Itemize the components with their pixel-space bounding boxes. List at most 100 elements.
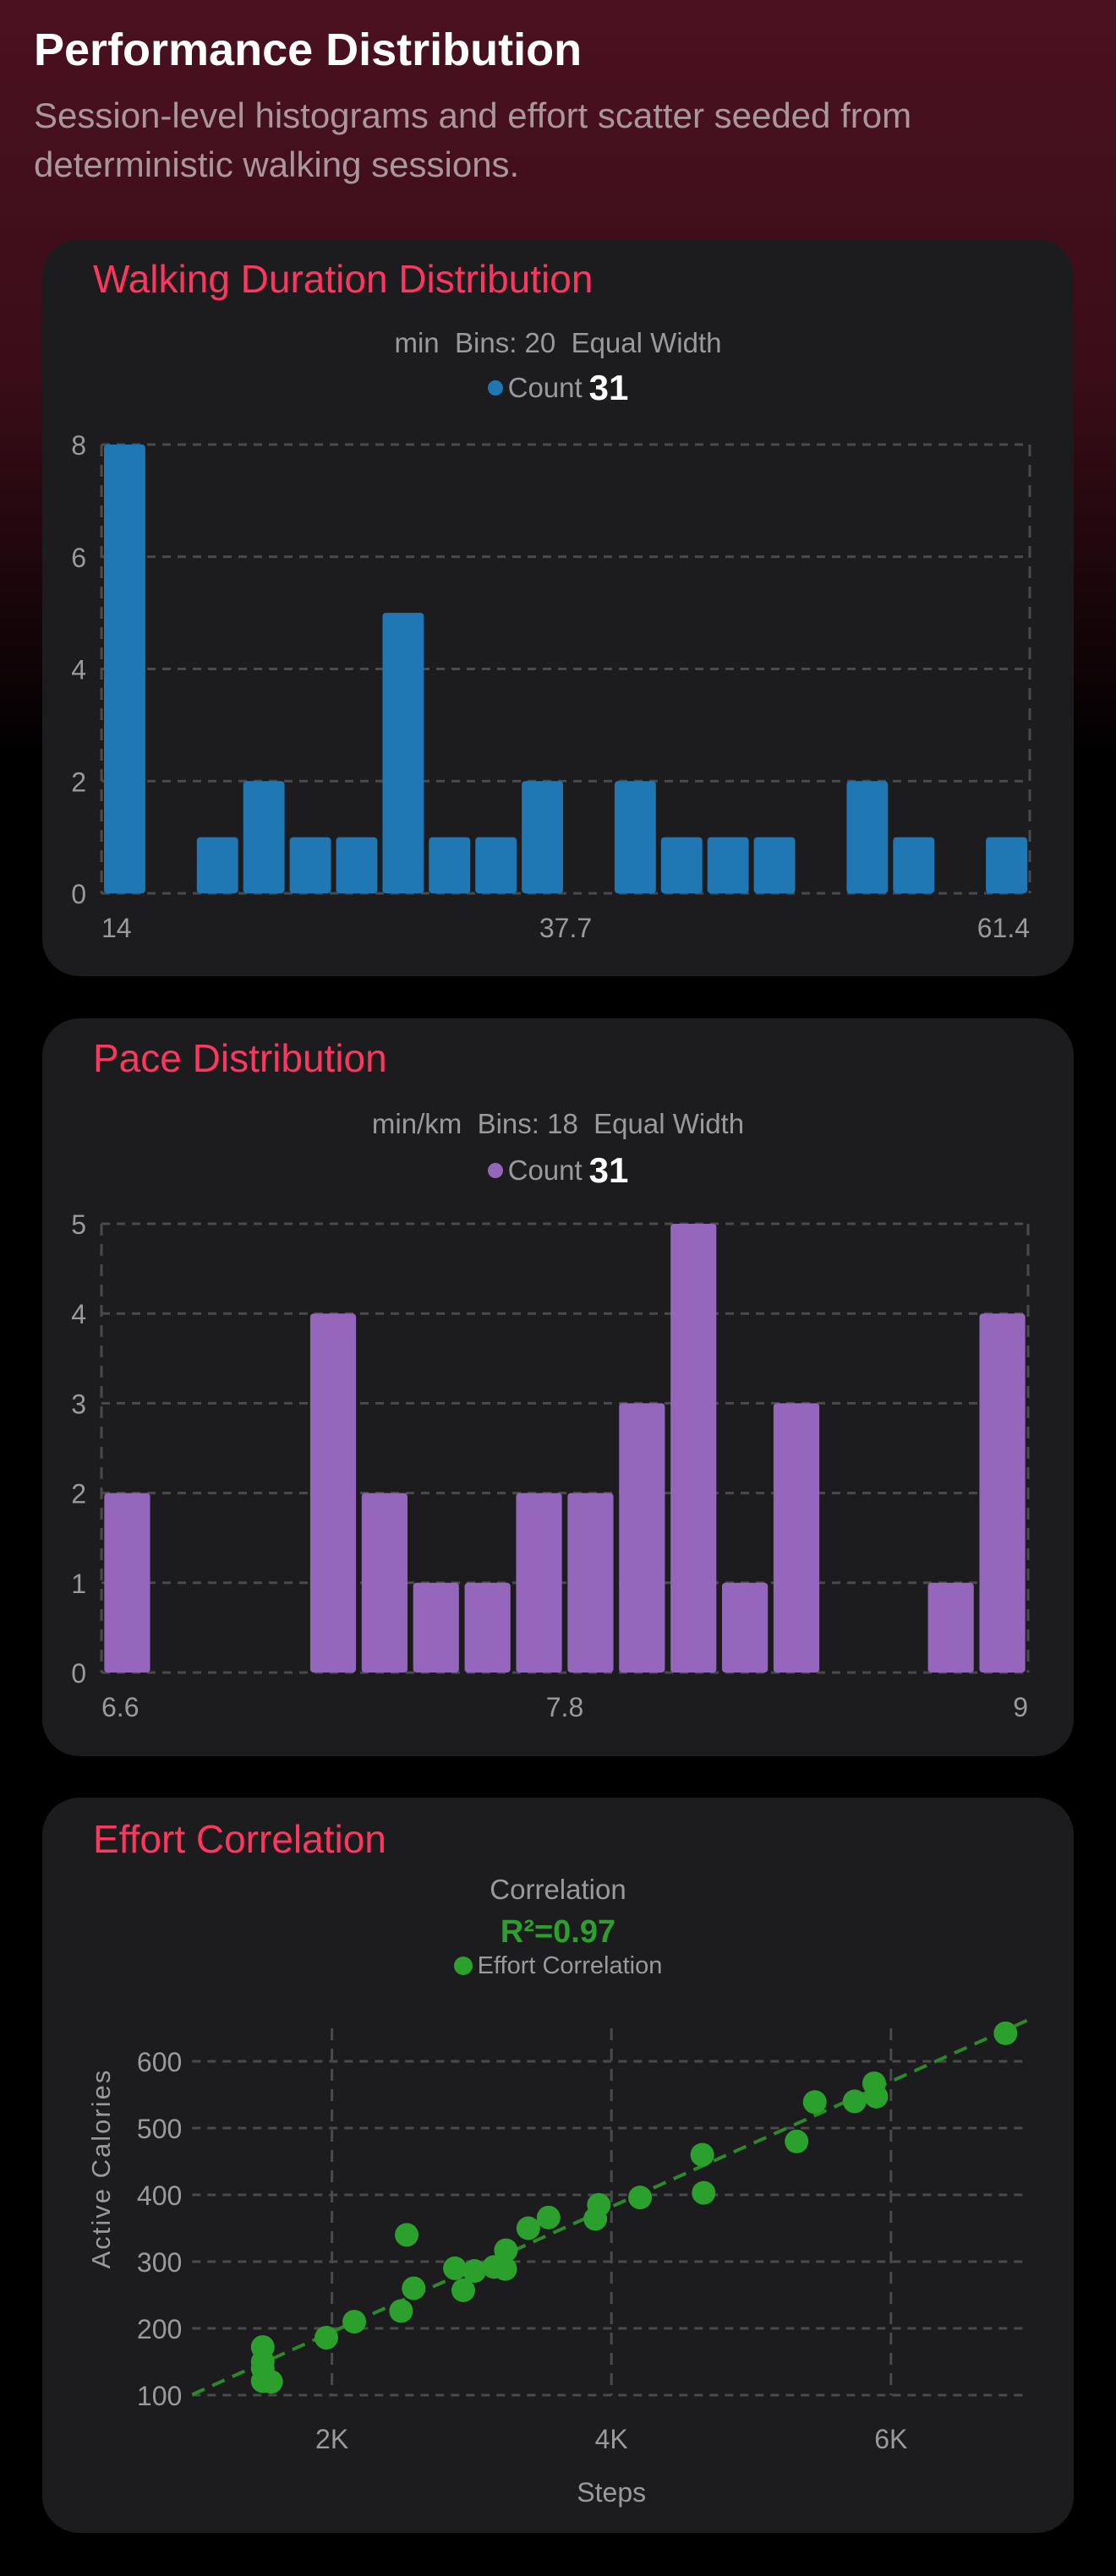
- legend-label: Count: [507, 372, 583, 403]
- histogram-bar: [429, 837, 471, 893]
- y-tick-label: 300: [137, 2247, 182, 2278]
- histogram-bar: [382, 613, 424, 893]
- histogram-bar: [243, 781, 285, 893]
- scatter-point: [314, 2326, 338, 2350]
- x-tick-label: 4K: [595, 2424, 628, 2454]
- x-tick-label: 37.7: [539, 913, 592, 943]
- scatter-point: [462, 2259, 487, 2284]
- histogram-bar: [464, 1582, 511, 1673]
- histogram-bar: [707, 837, 749, 893]
- scatter-point: [536, 2205, 561, 2229]
- legend-count: 31: [588, 368, 629, 407]
- scatter-point: [443, 2256, 468, 2280]
- y-tick-label: 100: [137, 2381, 182, 2411]
- histogram-bar: [309, 1313, 357, 1673]
- scatter-point: [402, 2276, 426, 2300]
- y-tick-label: 6: [71, 543, 86, 573]
- histogram-bar: [619, 1403, 665, 1673]
- legend-dot-icon: [453, 1957, 473, 1976]
- scatter-point: [802, 2090, 827, 2115]
- histogram-bar: [104, 1493, 150, 1673]
- histogram-bar: [722, 1582, 769, 1673]
- legend-dot-icon: [487, 1163, 503, 1178]
- y-tick-label: 4: [71, 655, 86, 685]
- scatter-point: [583, 2207, 608, 2231]
- histogram-bar: [413, 1582, 459, 1673]
- y-tick-label: 2: [71, 1479, 86, 1509]
- histogram-bar: [753, 837, 796, 893]
- legend-label: Count: [507, 1154, 583, 1186]
- scatter-point: [494, 2238, 518, 2262]
- histogram-bar: [893, 837, 935, 893]
- y-tick-label: 200: [137, 2314, 182, 2344]
- legend: Count 31: [42, 368, 1074, 408]
- y-tick-label: 600: [137, 2047, 182, 2077]
- x-tick-label: 2K: [315, 2424, 348, 2454]
- page-title: Performance Distribution: [34, 25, 583, 75]
- scatter-point: [690, 2142, 714, 2167]
- histogram-bar: [670, 1224, 717, 1673]
- y-axis-label: Active Calories: [86, 2069, 116, 2269]
- x-tick-label: 6.6: [101, 1692, 139, 1722]
- card-title: Pace Distribution: [93, 1036, 387, 1080]
- y-tick-label: 500: [137, 2114, 182, 2144]
- y-tick-label: 2: [71, 767, 86, 797]
- scatter-point: [342, 2310, 367, 2334]
- histogram-bar: [104, 445, 145, 893]
- scatter-point: [785, 2129, 809, 2153]
- x-tick-label: 9: [1013, 1692, 1028, 1722]
- histogram-bar: [475, 837, 517, 893]
- r-squared: R²=0.97: [500, 1914, 616, 1950]
- x-tick-label: 6K: [874, 2424, 907, 2454]
- scatter-point: [389, 2299, 413, 2323]
- scatter-point: [864, 2084, 889, 2109]
- y-tick-label: 400: [137, 2180, 182, 2211]
- histogram-bar: [773, 1403, 820, 1673]
- histogram-bar: [567, 1493, 614, 1673]
- chart-subtitle: Correlation: [490, 1874, 626, 1905]
- legend: Effort Correlation: [42, 1951, 1074, 1980]
- histogram-bar: [927, 1582, 974, 1673]
- chart-subtitle: min/km Bins: 18 Equal Width: [371, 1108, 745, 1139]
- y-tick-label: 0: [71, 879, 86, 909]
- histogram-bar: [986, 837, 1027, 893]
- y-tick-label: 0: [71, 1658, 86, 1689]
- card-title: Effort Correlation: [93, 1817, 386, 1861]
- histogram-bar: [289, 837, 331, 893]
- scatter-point: [451, 2278, 475, 2302]
- y-tick-label: 5: [71, 1209, 86, 1240]
- scatter-point: [259, 2370, 283, 2394]
- scatter-point: [628, 2186, 653, 2210]
- y-tick-label: 8: [71, 430, 86, 461]
- card-title: Walking Duration Distribution: [93, 257, 594, 301]
- histogram-bar: [361, 1493, 408, 1673]
- y-tick-label: 1: [71, 1569, 86, 1599]
- histogram-bar: [196, 837, 238, 893]
- chart-subtitle: min Bins: 20 Equal Width: [394, 327, 722, 358]
- scatter-point: [993, 2021, 1018, 2045]
- x-tick-label: 14: [101, 913, 132, 943]
- legend-label: Effort Correlation: [477, 1951, 663, 1979]
- scatter-point: [516, 2216, 540, 2240]
- histogram-bar: [516, 1493, 562, 1673]
- y-tick-label: 3: [71, 1389, 86, 1419]
- histogram-bar: [522, 781, 563, 893]
- x-tick-label: 61.4: [977, 913, 1030, 943]
- histogram-bar: [614, 781, 656, 893]
- histogram-bar: [660, 837, 703, 893]
- legend: Count 31: [42, 1150, 1074, 1191]
- legend-dot-icon: [487, 380, 503, 396]
- scatter-point: [395, 2223, 419, 2247]
- scatter-point: [842, 2089, 867, 2114]
- effort-card: Effort Correlation Correlation R²=0.97 E…: [42, 1798, 1074, 2533]
- histogram-bar: [846, 781, 889, 893]
- page-subtitle: Session-level histograms and effort scat…: [34, 96, 912, 184]
- histogram-bar: [979, 1313, 1026, 1673]
- legend-count: 31: [588, 1150, 629, 1190]
- scatter-point: [482, 2255, 506, 2279]
- x-tick-label: 7.8: [546, 1692, 583, 1722]
- histogram-bar: [336, 837, 378, 893]
- y-tick-label: 4: [71, 1299, 86, 1329]
- x-axis-label: Steps: [577, 2477, 646, 2508]
- scatter-point: [692, 2180, 716, 2205]
